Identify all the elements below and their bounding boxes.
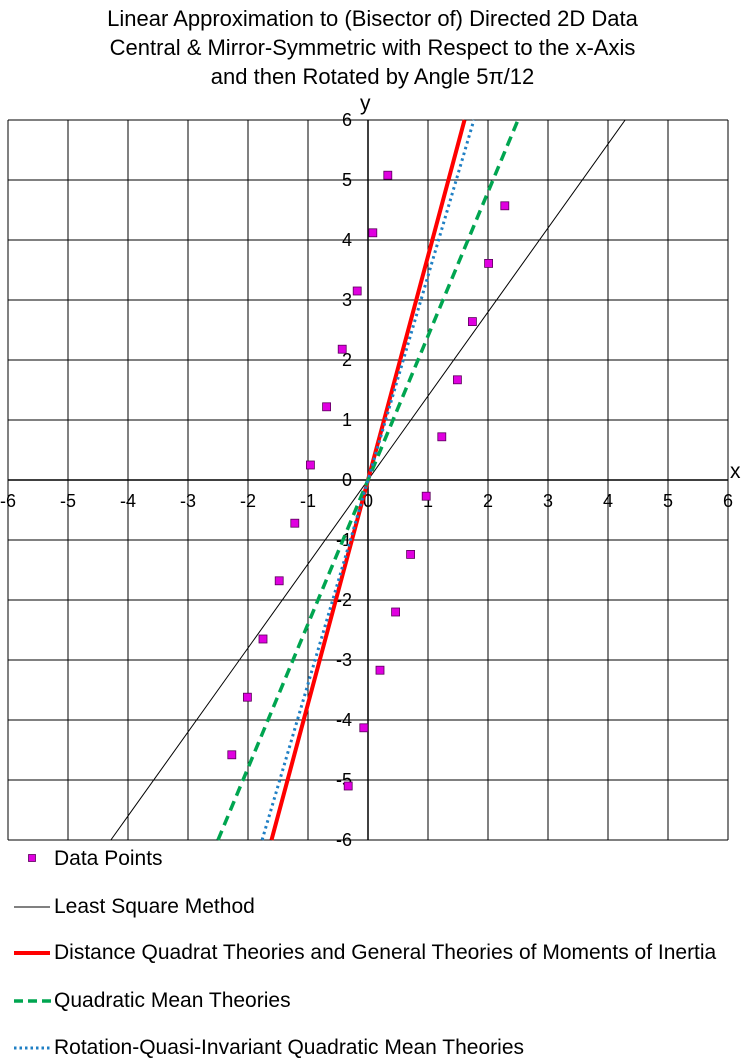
fit-line-4 (260, 119, 476, 841)
chart-title: Linear Approximation to (Bisector of) Di… (0, 4, 745, 91)
data-point (337, 344, 347, 354)
y-tick-label: -3 (336, 650, 352, 670)
data-point (343, 781, 353, 791)
x-tick-label: -4 (120, 491, 136, 511)
x-tick-label: 1 (423, 491, 433, 511)
data-point (290, 518, 300, 528)
data-point (391, 607, 401, 617)
fit-line-3 (216, 119, 520, 841)
data-point (421, 491, 431, 501)
y-tick-label: 1 (342, 410, 352, 430)
data-point (467, 317, 477, 327)
y-tick-label: 5 (342, 170, 352, 190)
x-tick-label: 2 (483, 491, 493, 511)
title-line-2: Central & Mirror-Symmetric with Respect … (109, 35, 636, 60)
y-axis-label: y (360, 92, 371, 115)
x-tick-label: 0 (363, 491, 373, 511)
data-point (305, 460, 315, 470)
data-point (322, 402, 332, 412)
data-point (406, 550, 416, 559)
data-points (227, 170, 510, 791)
data-point (452, 375, 462, 385)
x-tick-label: -3 (180, 491, 196, 511)
x-tick-label: -6 (0, 491, 16, 511)
y-tick-label: -6 (336, 830, 352, 850)
data-point (500, 201, 510, 211)
data-point (227, 750, 237, 760)
x-tick-label: 5 (663, 491, 673, 511)
y-tick-label: 3 (342, 290, 352, 310)
y-tick-label: 4 (342, 230, 352, 250)
data-point (383, 170, 393, 180)
x-tick-label: -5 (60, 491, 76, 511)
y-tick-label: 6 (342, 110, 352, 130)
y-tick-label: -4 (336, 710, 352, 730)
title-line-3: and then Rotated by Angle 5π/12 (210, 64, 535, 89)
data-point (258, 634, 268, 644)
data-point (375, 665, 385, 675)
title-line-1: Linear Approximation to (Bisector of) Di… (107, 6, 638, 31)
y-tick-label: 0 (342, 470, 352, 490)
x-tick-label: 4 (603, 491, 613, 511)
x-tick-labels: -6 -5 -4 -3 -2 -1 0 1 2 3 4 5 6 (0, 491, 733, 511)
x-axis-label: x (730, 460, 741, 483)
data-point (274, 576, 284, 586)
x-tick-label: -2 (240, 491, 256, 511)
data-point (484, 258, 494, 268)
data-point (242, 692, 252, 702)
x-tick-label: 6 (723, 491, 733, 511)
x-tick-label: 3 (543, 491, 553, 511)
data-point (359, 723, 369, 733)
x-tick-label: -1 (300, 491, 316, 511)
y-tick-label: 2 (342, 350, 352, 370)
fit-lines (110, 119, 626, 841)
data-point (437, 432, 447, 442)
data-point (368, 228, 378, 238)
y-tick-label: -2 (336, 590, 352, 610)
data-point (352, 286, 362, 296)
